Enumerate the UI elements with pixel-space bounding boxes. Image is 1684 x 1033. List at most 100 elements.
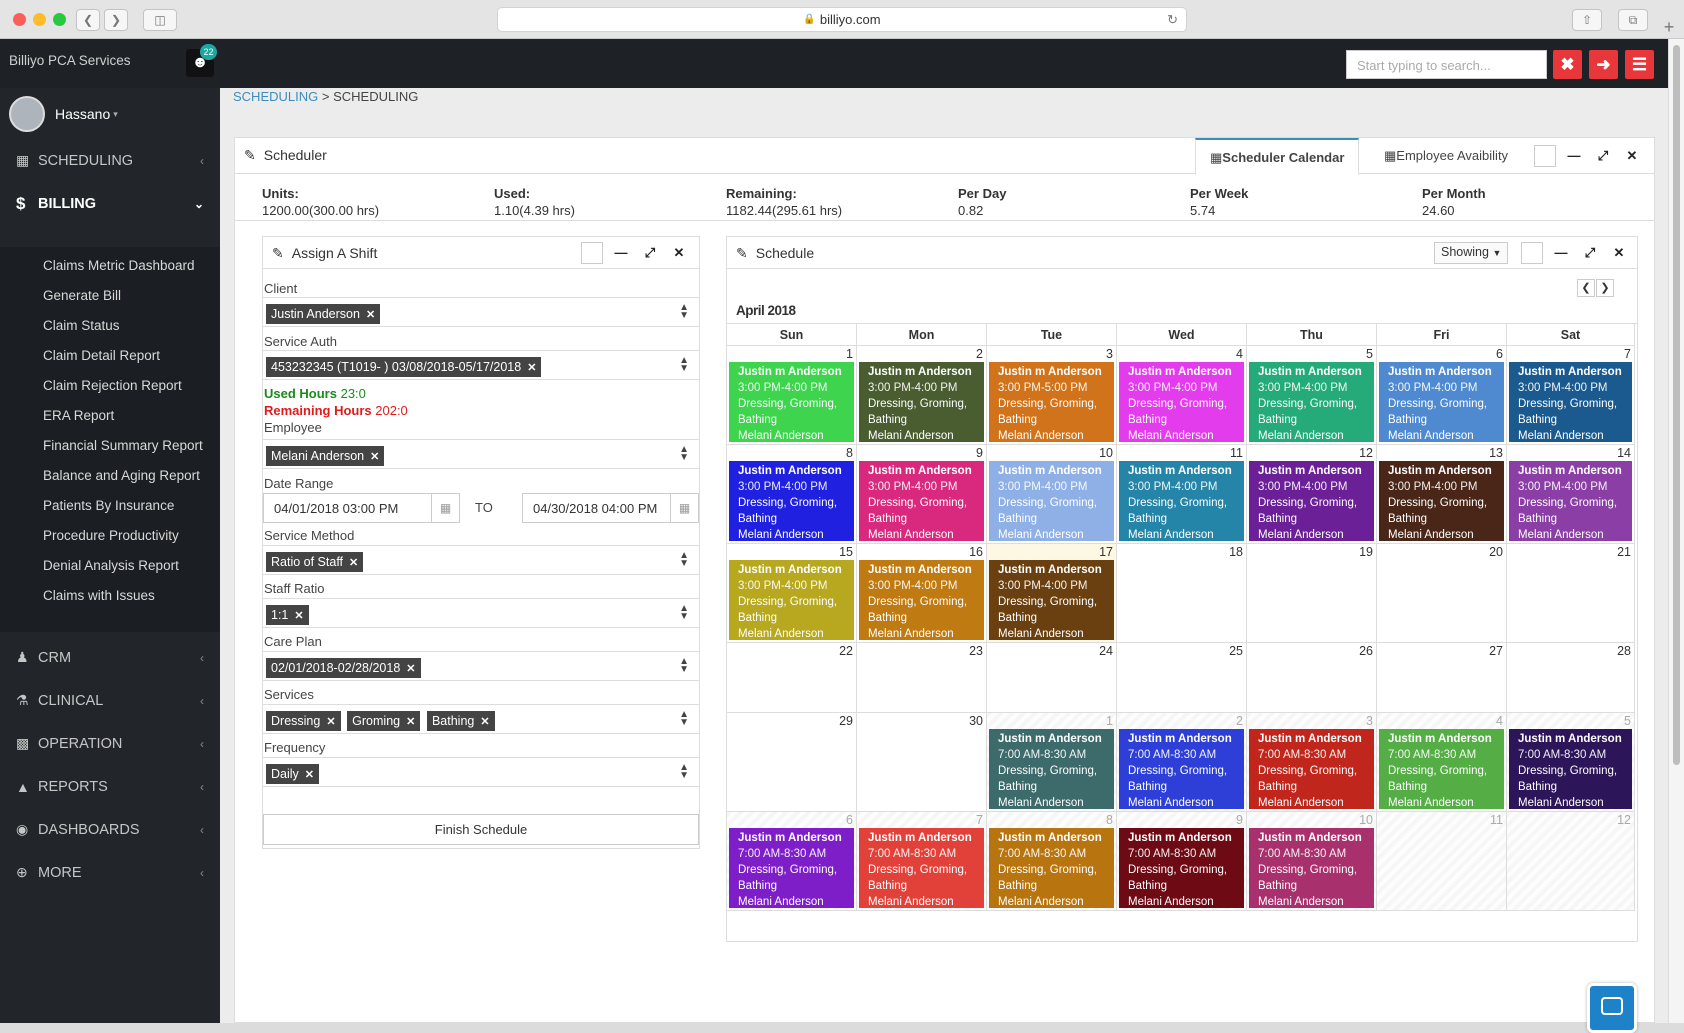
calendar-day-cell[interactable]: 2 Justin m Anderson 3:00 PM-4:00 PM Dressin…: [857, 346, 987, 445]
day-number[interactable]: 3: [1366, 714, 1373, 728]
day-number[interactable]: 20: [1489, 545, 1503, 559]
submenu-balance-aging-report[interactable]: Balance and Aging Report: [43, 468, 200, 483]
calendar-day-cell[interactable]: 13 Justin m Anderson 3:00 PM-4:00 PM Dressi…: [1377, 445, 1507, 544]
calendar-event[interactable]: Justin m Anderson 7:00 AM-8:30 AM Dressing…: [1379, 729, 1504, 809]
calendar-day-cell[interactable]: 5 Justin m Anderson 3:00 PM-4:00 PM Dressin…: [1247, 346, 1377, 445]
submenu-claim-status[interactable]: Claim Status: [43, 318, 120, 333]
page-scrollbar[interactable]: [1668, 39, 1684, 1023]
scrollbar-thumb[interactable]: [1673, 45, 1680, 765]
calendar-day-cell[interactable]: 20: [1377, 544, 1507, 643]
calendar-day-cell[interactable]: 10 Justin m Anderson 3:00 PM-4:00 PM Dressi…: [987, 445, 1117, 544]
calendar-event[interactable]: Justin m Anderson 7:00 AM-8:30 AM Dressing…: [729, 828, 854, 908]
calendar-day-cell[interactable]: 2 Justin m Anderson 7:00 AM-8:30 AM Dressin…: [1117, 713, 1247, 812]
calendar-day-cell[interactable]: 17 Justin m Anderson 3:00 PM-4:00 PM Dressi…: [987, 544, 1117, 643]
day-number[interactable]: 2: [1236, 714, 1243, 728]
calendar-day-cell[interactable]: 6 Justin m Anderson 3:00 PM-4:00 PM Dressin…: [1377, 346, 1507, 445]
calendar-event[interactable]: Justin m Anderson 7:00 AM-8:30 AM Dressing…: [989, 828, 1114, 908]
day-number[interactable]: 7: [1624, 347, 1631, 361]
menu-icon[interactable]: ☰: [1625, 50, 1654, 79]
calendar-day-cell[interactable]: 11 Justin m Anderson 3:00 PM-4:00 PM Dressi…: [1117, 445, 1247, 544]
calendar-day-cell[interactable]: 5 Justin m Anderson 7:00 AM-8:30 AM Dressin…: [1507, 713, 1635, 812]
showing-dropdown[interactable]: Showing ▼: [1434, 242, 1509, 264]
day-number[interactable]: 26: [1359, 644, 1373, 658]
calendar-day-cell[interactable]: 4 Justin m Anderson 3:00 PM-4:00 PM Dressin…: [1117, 346, 1247, 445]
calendar-event[interactable]: Justin m Anderson 3:00 PM-4:00 PM Dressing…: [729, 362, 854, 442]
day-number[interactable]: 4: [1496, 714, 1503, 728]
day-number[interactable]: 12: [1359, 446, 1373, 460]
day-number[interactable]: 13: [1489, 446, 1503, 460]
breadcrumb-link[interactable]: SCHEDULING: [233, 89, 319, 104]
day-number[interactable]: 6: [1496, 347, 1503, 361]
tab-employee-availability[interactable]: ▦ Employee Avaibility: [1370, 138, 1522, 173]
remove-tag-icon[interactable]: ✕: [370, 451, 380, 463]
calendar-day-cell[interactable]: 7 Justin m Anderson 7:00 AM-8:30 AM Dressin…: [857, 812, 987, 911]
sidebar-item-clinical[interactable]: ⚗ CLINICAL ‹: [0, 679, 220, 722]
calendar-event[interactable]: Justin m Anderson 3:00 PM-4:00 PM Dressing…: [859, 362, 984, 442]
calendar-day-cell[interactable]: 8 Justin m Anderson 7:00 AM-8:30 AM Dressin…: [987, 812, 1117, 911]
calendar-event[interactable]: Justin m Anderson 3:00 PM-4:00 PM Dressing…: [989, 461, 1114, 541]
calendar-day-cell[interactable]: 3 Justin m Anderson 3:00 PM-5:00 PM Dressin…: [987, 346, 1117, 445]
sidebar-item-dashboards[interactable]: ◉ DASHBOARDS ‹: [0, 808, 220, 851]
calendar-day-cell[interactable]: 9 Justin m Anderson 7:00 AM-8:30 AM Dressin…: [1117, 812, 1247, 911]
calendar-event[interactable]: Justin m Anderson 7:00 AM-8:30 AM Dressing…: [1249, 828, 1374, 908]
calendar-event[interactable]: Justin m Anderson 3:00 PM-4:00 PM Dressing…: [1119, 461, 1244, 541]
calendar-day-cell[interactable]: 24: [987, 643, 1117, 713]
remove-tag-icon[interactable]: ✕: [406, 663, 416, 675]
calendar-day-cell[interactable]: 1 Justin m Anderson 7:00 AM-8:30 AM Dressin…: [987, 713, 1117, 812]
user-profile[interactable]: Hassano ▾: [9, 96, 118, 132]
submenu-generate-bill[interactable]: Generate Bill: [43, 288, 122, 303]
next-month-button[interactable]: ❯: [1596, 279, 1614, 297]
sidebar-item-operation[interactable]: ▩ OPERATION ‹: [0, 722, 220, 765]
back-button[interactable]: ❮: [76, 9, 100, 31]
day-number[interactable]: 23: [969, 644, 983, 658]
calendar-day-cell[interactable]: 29: [727, 713, 857, 812]
day-number[interactable]: 24: [1099, 644, 1113, 658]
minimize-window-icon[interactable]: [33, 13, 46, 26]
submenu-procedure-productivity[interactable]: Procedure Productivity: [43, 528, 179, 543]
calendar-event[interactable]: Justin m Anderson 3:00 PM-4:00 PM Dressing…: [729, 461, 854, 541]
calendar-day-cell[interactable]: 8 Justin m Anderson 3:00 PM-4:00 PM Dressin…: [727, 445, 857, 544]
calendar-day-cell[interactable]: 21: [1507, 544, 1635, 643]
calendar-day-cell[interactable]: 10 Justin m Anderson 7:00 AM-8:30 AM Dressi…: [1247, 812, 1377, 911]
day-number[interactable]: 9: [976, 446, 983, 460]
expand-icon[interactable]: ⤢: [1597, 148, 1609, 163]
calendar-event[interactable]: Justin m Anderson 3:00 PM-4:00 PM Dressing…: [1379, 461, 1504, 541]
day-number[interactable]: 19: [1359, 545, 1373, 559]
day-number[interactable]: 27: [1489, 644, 1503, 658]
prev-month-button[interactable]: ❮: [1577, 279, 1595, 297]
day-number[interactable]: 10: [1359, 813, 1373, 827]
close-icon[interactable]: ✕: [1613, 245, 1625, 260]
calendar-day-cell[interactable]: 15 Justin m Anderson 3:00 PM-4:00 PM Dressi…: [727, 544, 857, 643]
calendar-event[interactable]: Justin m Anderson 7:00 AM-8:30 AM Dressing…: [1119, 729, 1244, 809]
panel-checkbox[interactable]: [1534, 145, 1556, 167]
submenu-claims-with-issues[interactable]: Claims with Issues: [43, 588, 155, 603]
calendar-day-cell[interactable]: 18: [1117, 544, 1247, 643]
day-number[interactable]: 2: [976, 347, 983, 361]
logout-icon[interactable]: ➜: [1589, 50, 1618, 79]
submenu-denial-analysis-report[interactable]: Denial Analysis Report: [43, 558, 179, 573]
day-number[interactable]: 1: [846, 347, 853, 361]
remove-tag-icon[interactable]: ✕: [480, 716, 490, 728]
calendar-event[interactable]: Justin m Anderson 7:00 AM-8:30 AM Dressing…: [989, 729, 1114, 809]
calendar-icon[interactable]: ▦: [670, 494, 698, 522]
day-number[interactable]: 8: [846, 446, 853, 460]
calendar-event[interactable]: Justin m Anderson 3:00 PM-4:00 PM Dressing…: [1249, 461, 1374, 541]
expand-icon[interactable]: ⤢: [644, 245, 656, 260]
calendar-day-cell[interactable]: 9 Justin m Anderson 3:00 PM-4:00 PM Dressin…: [857, 445, 987, 544]
sidebar-item-reports[interactable]: ▲ REPORTS ‹: [0, 765, 220, 808]
panel-checkbox[interactable]: [1521, 242, 1543, 264]
calendar-day-cell[interactable]: 12: [1507, 812, 1635, 911]
close-window-icon[interactable]: [13, 13, 26, 26]
employee-select[interactable]: Melani Anderson ✕ ▲ ▼: [263, 439, 699, 469]
sidebar-item-crm[interactable]: ♟ CRM ‹: [0, 636, 220, 679]
frequency-select[interactable]: Daily ✕ ▲ ▼: [263, 757, 699, 787]
calendar-event[interactable]: Justin m Anderson 3:00 PM-4:00 PM Dressing…: [989, 560, 1114, 640]
forward-button[interactable]: ❯: [104, 9, 128, 31]
submenu-patients-by-insurance[interactable]: Patients By Insurance: [43, 498, 175, 513]
calendar-day-cell[interactable]: 3 Justin m Anderson 7:00 AM-8:30 AM Dressin…: [1247, 713, 1377, 812]
remove-tag-icon[interactable]: ✕: [527, 362, 537, 374]
date-from-input[interactable]: 04/01/2018 03:00 PM ▦: [263, 493, 460, 523]
share-icon[interactable]: ⇧: [1572, 9, 1602, 31]
services-select[interactable]: Dressing ✕ Groming ✕ Bathing ✕ ▲ ▼: [263, 704, 699, 734]
day-number[interactable]: 18: [1229, 545, 1243, 559]
